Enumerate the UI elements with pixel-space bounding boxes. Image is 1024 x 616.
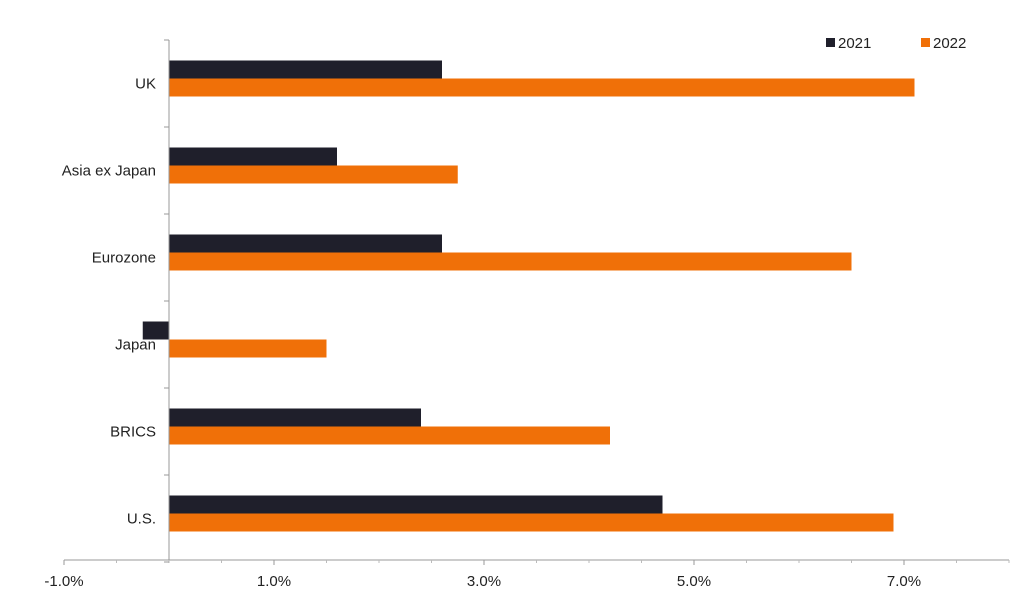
bar-2022-brics (169, 426, 610, 445)
bar-2022-eurozone (169, 252, 852, 271)
bars-group (142, 60, 915, 532)
legend: 2021 2022 (826, 35, 966, 52)
bar-2021-brics (169, 408, 421, 427)
x-tick-label: 1.0% (257, 573, 291, 590)
bar-2021-japan (142, 321, 169, 340)
bar-2021-u-s- (169, 495, 663, 514)
category-label: U.S. (127, 511, 156, 528)
category-label: BRICS (110, 424, 156, 441)
bar-2022-asia-ex-japan (169, 165, 458, 184)
category-label: Eurozone (92, 250, 156, 267)
x-tick-label: 7.0% (887, 573, 921, 590)
x-tick-label: -1.0% (44, 573, 83, 590)
y-tick-marks (164, 39, 169, 563)
category-label: UK (135, 76, 156, 93)
category-label: Japan (115, 337, 156, 354)
bar-2021-eurozone (169, 234, 442, 253)
category-labels: UK Asia ex Japan Eurozone Japan BRICS U.S. (62, 76, 156, 528)
category-label: Asia ex Japan (62, 163, 156, 180)
legend-swatch-2022 (921, 38, 930, 47)
x-tick-marks (63, 560, 1010, 565)
legend-label-2021: 2021 (838, 35, 871, 52)
x-tick-labels: -1.0% 1.0% 3.0% 5.0% 7.0% (44, 573, 921, 590)
bar-2021-uk (169, 60, 442, 79)
bar-2021-asia-ex-japan (169, 147, 337, 166)
bar-2022-japan (169, 339, 327, 358)
x-tick-label: 3.0% (467, 573, 501, 590)
legend-swatch-2021 (826, 38, 835, 47)
x-tick-label: 5.0% (677, 573, 711, 590)
bar-2022-uk (169, 78, 915, 97)
legend-label-2022: 2022 (933, 35, 966, 52)
bar-2022-u-s- (169, 513, 894, 532)
